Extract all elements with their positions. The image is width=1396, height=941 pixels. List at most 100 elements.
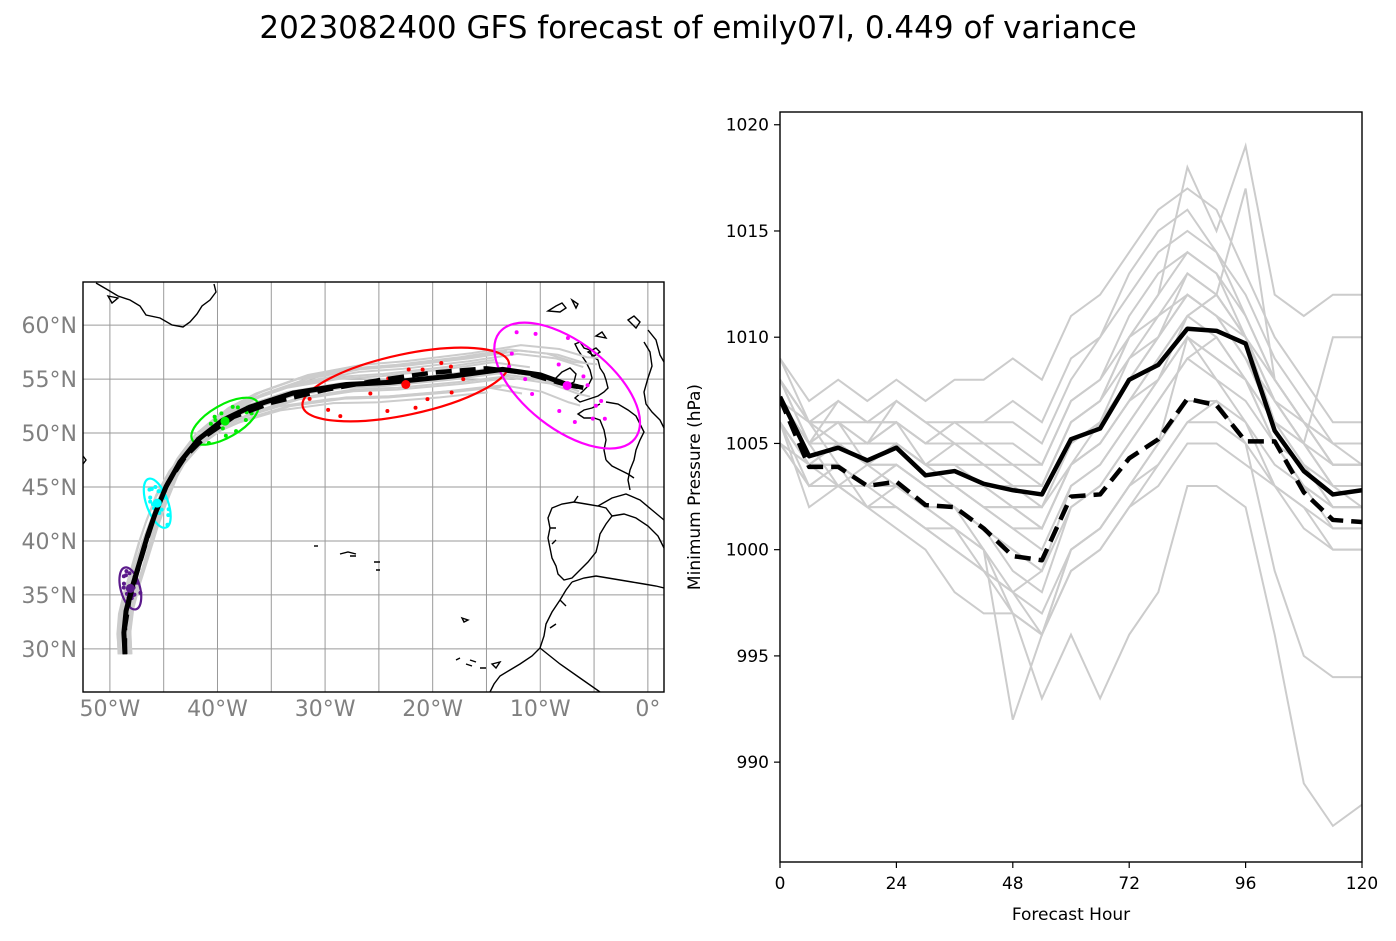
ensemble-position-dot xyxy=(514,330,519,335)
ensemble-position-dot xyxy=(413,405,418,410)
longitude-tick-label: 0° xyxy=(635,697,660,722)
ensemble-position-dot xyxy=(385,408,390,413)
ensemble-position-dot xyxy=(213,418,218,423)
ensemble-position-dot xyxy=(148,495,153,500)
y-tick-label: 1020 xyxy=(726,116,769,136)
main-pressure-lines xyxy=(780,326,1362,563)
uncertainty-ellipse xyxy=(493,321,642,450)
ellipse-center-dot xyxy=(152,498,162,508)
ensemble-position-dot xyxy=(602,416,607,421)
latitude-tick-label: 60°N xyxy=(22,314,77,339)
ensemble-position-dot xyxy=(307,396,312,401)
ensemble-position-dot xyxy=(448,364,453,369)
ensemble-pressure-line xyxy=(780,442,1362,828)
ensemble-position-dot xyxy=(219,411,224,416)
y-ticks: 990 995 1000 1005 1010 1015 1020 xyxy=(726,116,780,773)
ensemble-position-dot xyxy=(593,403,598,408)
ensemble-position-dot xyxy=(420,367,425,372)
x-tick-label: 48 xyxy=(1002,874,1024,894)
ensemble-pressure-line xyxy=(780,399,1362,615)
longitude-tick-label: 30°W xyxy=(295,697,356,722)
longitude-tick-label: 50°W xyxy=(80,697,141,722)
ensemble-position-dot xyxy=(530,392,535,397)
pressure-plot: 0 24 48 72 96 120 99099510001005101010151020 … xyxy=(685,111,1378,925)
x-tick-label: 0 xyxy=(775,874,786,894)
ensemble-position-dot xyxy=(212,414,217,419)
longitude-tick-label: 10°W xyxy=(510,697,571,722)
ensemble-position-dot xyxy=(230,404,235,409)
y-tick-label: 995 xyxy=(737,647,769,667)
ensemble-position-dot xyxy=(121,585,126,590)
longitude-ticks: 50°W 40°W 30°W 20°W 10°W 0° xyxy=(80,697,661,722)
x-tick-label: 24 xyxy=(886,874,908,894)
ensemble-track xyxy=(129,344,599,655)
y-axis-label: Minimum Pressure (hPa) xyxy=(685,384,705,590)
deterministic-pressure-line xyxy=(780,396,1362,563)
ensemble-position-dot xyxy=(439,360,444,365)
x-tick-label: 120 xyxy=(1346,874,1378,894)
ensemble-position-dot xyxy=(509,351,514,356)
longitude-tick-label: 20°W xyxy=(402,697,463,722)
uncertainty-ellipse xyxy=(118,566,143,611)
ensemble-position-dot xyxy=(243,418,248,423)
ensemble-position-dot xyxy=(166,513,171,518)
ensemble-position-dot xyxy=(220,426,225,431)
uncertainty-ellipse xyxy=(301,346,511,423)
ensemble-position-dot xyxy=(159,507,164,512)
latitude-tick-label: 55°N xyxy=(22,368,77,393)
ensemble-position-dot xyxy=(148,499,153,504)
y-tick-label: 1000 xyxy=(726,541,769,561)
ensemble-position-dot xyxy=(533,331,538,336)
deterministic-track-line xyxy=(122,366,584,655)
latitude-tick-label: 45°N xyxy=(22,476,77,501)
ensemble-position-dot xyxy=(156,489,161,494)
ensemble-position-dot xyxy=(326,407,331,412)
ellipse-center-dot xyxy=(401,380,411,389)
ellipse-center-dot xyxy=(562,381,572,391)
ensemble-position-dot xyxy=(368,391,373,396)
ellipse-center-dot xyxy=(125,583,135,593)
latitude-tick-label: 40°N xyxy=(22,530,77,555)
latitude-tick-label: 30°N xyxy=(22,638,77,663)
ensemble-pressure-line xyxy=(780,142,1362,488)
ensemble-position-dot xyxy=(461,377,466,382)
uncertainty-ellipse xyxy=(142,477,172,529)
ensemble-position-dot xyxy=(124,569,129,574)
ensemble-position-dot xyxy=(523,377,528,382)
ensemble-position-dot xyxy=(121,581,126,586)
ensemble-position-dot xyxy=(338,414,343,419)
ensemble-position-dot xyxy=(572,419,577,424)
latitude-tick-label: 50°N xyxy=(22,422,77,447)
ensemble-position-dot xyxy=(585,383,590,388)
ensemble-pressure-line xyxy=(780,335,1362,530)
x-tick-label: 96 xyxy=(1235,874,1257,894)
ensemble-position-dot xyxy=(599,398,604,403)
track-map: 50°W 40°W 30°W 20°W 10°W 0° 60°N 55°N 50°N 45°N 4… xyxy=(22,281,665,722)
map-gridlines xyxy=(83,282,664,692)
longitude-tick-label: 40°W xyxy=(187,697,248,722)
latitude-tick-label: 35°N xyxy=(22,584,77,609)
ellipse-center-dot xyxy=(220,416,230,426)
ensemble-position-dot xyxy=(425,397,430,402)
ensemble-position-dot xyxy=(565,335,570,340)
ensemble-position-dot xyxy=(581,374,586,379)
x-axis-label: Forecast Hour xyxy=(1012,905,1130,925)
ensemble-position-dot xyxy=(235,405,240,410)
x-ticks: 0 24 48 72 96 120 xyxy=(775,862,1378,894)
x-tick-label: 72 xyxy=(1118,874,1140,894)
ensemble-position-dot xyxy=(127,571,132,576)
latitude-ticks: 60°N 55°N 50°N 45°N 40°N 35°N 30°N xyxy=(22,314,77,663)
ensemble-position-dot xyxy=(557,408,562,413)
map-tracks xyxy=(116,321,642,655)
ensemble-position-dot xyxy=(406,367,411,372)
y-tick-label: 1015 xyxy=(726,222,769,242)
y-tick-label: 1005 xyxy=(726,434,769,454)
mean-pressure-line xyxy=(780,326,1362,497)
figure-title: 2023082400 GFS forecast of emily07l, 0.4… xyxy=(259,10,1137,46)
ensemble-position-dot xyxy=(223,433,228,438)
ensemble-position-dot xyxy=(449,390,454,395)
ensemble-position-dot xyxy=(556,362,561,367)
map-frame xyxy=(82,281,665,693)
ensemble-position-dot xyxy=(153,485,158,490)
